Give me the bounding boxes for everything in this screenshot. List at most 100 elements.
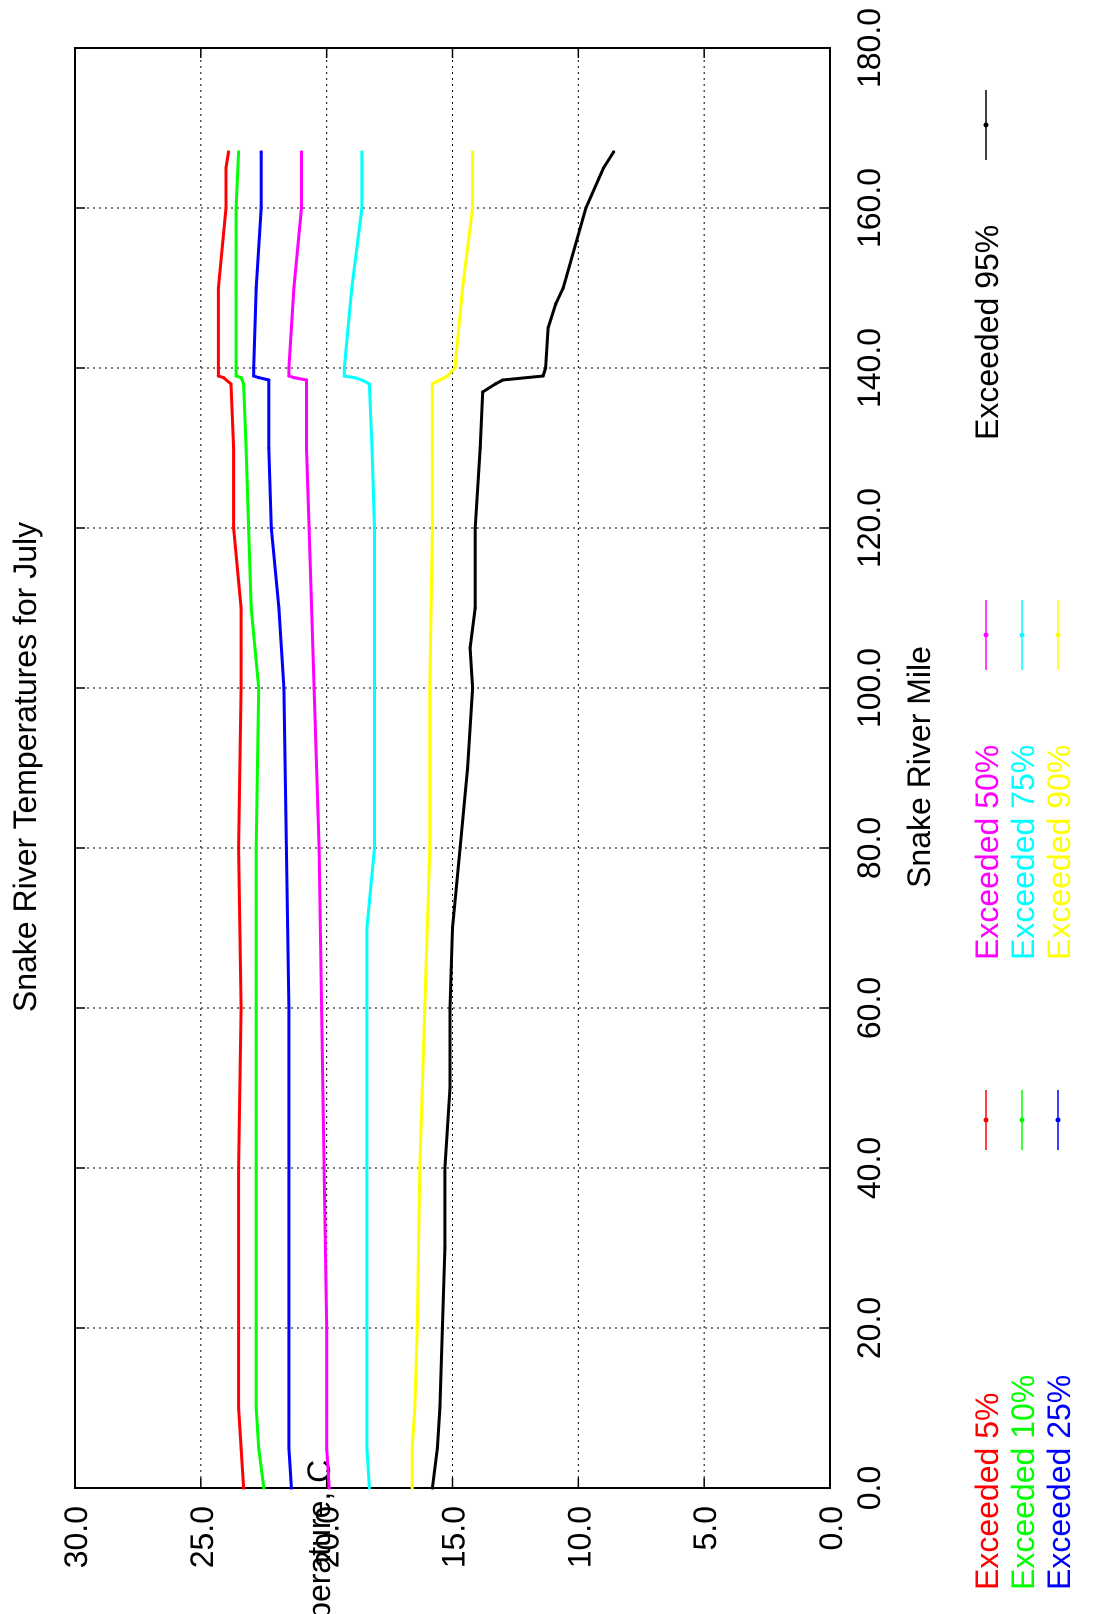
series-point xyxy=(423,1006,427,1010)
series-point xyxy=(365,1006,369,1010)
series-point xyxy=(468,646,472,650)
series-point xyxy=(262,1486,266,1490)
series-point xyxy=(239,376,243,380)
series-point xyxy=(360,150,364,154)
series-point xyxy=(448,1086,452,1090)
series-point xyxy=(453,366,457,370)
series-point xyxy=(448,1006,452,1010)
series-point xyxy=(287,1446,291,1450)
legend-label: Exceeded 90% xyxy=(1041,745,1077,960)
y-tick-label: 30.0 xyxy=(58,1506,94,1568)
series-point xyxy=(259,206,263,210)
series-point xyxy=(430,446,434,450)
series-point xyxy=(443,1166,447,1170)
series-line-7 xyxy=(430,151,615,1489)
series-point xyxy=(269,526,273,530)
legend-marker xyxy=(1055,1117,1061,1123)
y-tick-label: 5.0 xyxy=(687,1506,723,1550)
series-point xyxy=(367,1486,371,1490)
series-point xyxy=(325,1406,329,1410)
series-point xyxy=(435,1446,439,1450)
series-point xyxy=(458,846,462,850)
series-point xyxy=(612,150,616,154)
series-point xyxy=(471,686,475,690)
x-tick-label: 140.0 xyxy=(851,328,887,408)
series-point xyxy=(438,1406,442,1410)
series-point xyxy=(247,526,251,530)
series-point xyxy=(360,206,364,210)
series-point xyxy=(418,1166,422,1170)
x-tick-label: 40.0 xyxy=(851,1137,887,1199)
series-point xyxy=(249,606,253,610)
legend-label: Exceeded 50% xyxy=(969,745,1005,960)
series-point xyxy=(554,302,558,306)
series-point xyxy=(370,446,374,450)
series-point xyxy=(237,1166,241,1170)
series-point xyxy=(267,446,271,450)
series-point xyxy=(254,1166,258,1170)
series-line-4 xyxy=(287,152,331,1489)
series-point xyxy=(229,382,233,386)
series-point xyxy=(317,846,321,850)
x-tick-label: 120.0 xyxy=(851,488,887,568)
series-point xyxy=(413,1406,417,1410)
series-point xyxy=(365,926,369,930)
series-point xyxy=(282,686,286,690)
series-point xyxy=(289,1486,293,1490)
legend-marker xyxy=(1019,1117,1025,1123)
series-point xyxy=(292,376,296,380)
series-point xyxy=(312,686,316,690)
series-point xyxy=(493,382,497,386)
series-point xyxy=(252,374,256,378)
series-point xyxy=(443,1246,447,1250)
series-point xyxy=(428,686,432,690)
series-point xyxy=(232,446,236,450)
series-point xyxy=(410,1486,414,1490)
series-point xyxy=(450,926,455,930)
series-point xyxy=(310,606,314,610)
series-point xyxy=(234,366,238,370)
series-point xyxy=(242,382,246,386)
series-point xyxy=(372,846,377,850)
series-point xyxy=(372,526,377,530)
series-point xyxy=(237,1406,241,1410)
series-line-2 xyxy=(234,151,266,1489)
series-point xyxy=(360,378,364,382)
series-point xyxy=(367,382,371,386)
series-point xyxy=(226,150,231,154)
series-point xyxy=(350,286,354,290)
series-point xyxy=(327,1486,331,1490)
series-point xyxy=(254,1406,258,1410)
series-point xyxy=(307,526,311,530)
legend-label: Exceeded 25% xyxy=(1041,1375,1077,1590)
series-point xyxy=(259,150,263,154)
x-tick-label: 20.0 xyxy=(851,1297,887,1359)
series-point xyxy=(216,286,220,290)
x-tick-label: 180.0 xyxy=(851,8,887,88)
series-point xyxy=(478,446,482,450)
series-line-1 xyxy=(216,151,246,1489)
series-point xyxy=(221,376,226,380)
series-point xyxy=(430,382,434,386)
series-point xyxy=(254,1006,258,1010)
series-line-3 xyxy=(252,152,293,1489)
series-point xyxy=(471,150,475,154)
series-point xyxy=(257,686,261,690)
series-point xyxy=(584,206,588,210)
series-point xyxy=(299,150,304,154)
series-point xyxy=(473,526,477,530)
series-lines xyxy=(216,150,616,1490)
series-point xyxy=(320,1006,324,1010)
legend-marker xyxy=(1019,632,1025,638)
series-point xyxy=(473,606,477,610)
x-axis-label: Snake River Mile xyxy=(901,646,937,888)
series-point xyxy=(239,606,243,610)
series-point xyxy=(342,366,346,370)
series-point xyxy=(287,1006,291,1010)
series-point xyxy=(287,1326,291,1330)
chart-title: Snake River Temperatures for July xyxy=(7,522,43,1012)
series-point xyxy=(287,366,291,370)
x-tick-label: 60.0 xyxy=(851,977,887,1039)
series-point xyxy=(299,206,304,210)
legend-label: Exceeded 10% xyxy=(1005,1375,1041,1590)
